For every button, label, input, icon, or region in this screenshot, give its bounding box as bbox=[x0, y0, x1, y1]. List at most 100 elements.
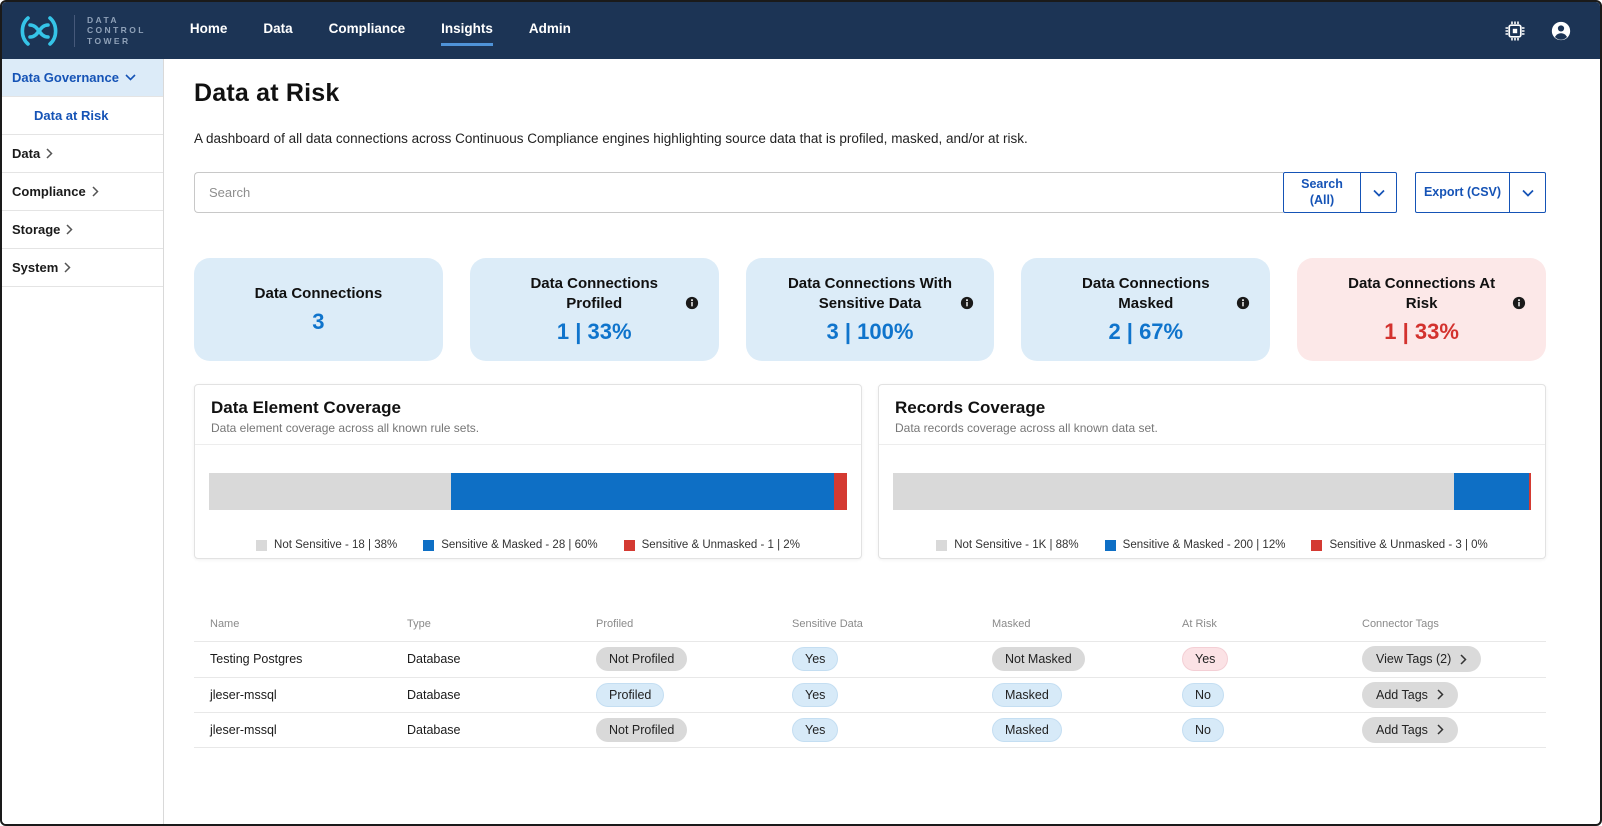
sidebar-item-data-governance[interactable]: Data Governance bbox=[2, 59, 163, 97]
search-input[interactable] bbox=[194, 172, 1283, 213]
cell-sensitive: Yes bbox=[792, 682, 992, 707]
bar-segment-sensitive-unmasked bbox=[1529, 473, 1531, 510]
column-header-connector-tags: Connector Tags bbox=[1362, 618, 1439, 630]
sidebar-item-label: Storage bbox=[12, 222, 61, 237]
cell-masked: Not Masked bbox=[992, 647, 1182, 672]
nav-item-admin[interactable]: Admin bbox=[528, 21, 571, 36]
bar-segment-sensitive-unmasked bbox=[834, 473, 847, 510]
sidebar-item-label: Compliance bbox=[12, 184, 86, 199]
info-icon[interactable] bbox=[1512, 296, 1526, 310]
panel-header: Records Coverage Data records coverage a… bbox=[879, 385, 1545, 445]
nav-item-home[interactable]: Home bbox=[189, 21, 228, 36]
chevron-right-icon bbox=[1437, 689, 1444, 700]
cell-tags: Add Tags bbox=[1362, 716, 1546, 743]
export-csv-button[interactable]: Export (CSV) bbox=[1423, 184, 1502, 199]
stat-card-sensitive-data: Data Connections With Sensitive Data 3 |… bbox=[745, 258, 995, 361]
sidebar-item-data[interactable]: Data bbox=[2, 135, 163, 173]
cell-at-risk: No bbox=[1182, 717, 1362, 742]
legend-label: Sensitive & Unmasked - 3 | 0% bbox=[1329, 539, 1488, 551]
info-icon[interactable] bbox=[1236, 296, 1250, 310]
masked-status-badge: Masked bbox=[992, 717, 1062, 742]
stat-card-data-connections: Data Connections 3 bbox=[194, 258, 443, 361]
cell-tags: Add Tags bbox=[1362, 681, 1546, 708]
main-content: Data at Risk A dashboard of all data con… bbox=[164, 59, 1600, 824]
legend-label: Not Sensitive - 1K | 88% bbox=[954, 539, 1079, 551]
nav-item-compliance[interactable]: Compliance bbox=[328, 21, 406, 36]
bar-segment-not-sensitive bbox=[893, 473, 1455, 510]
sidebar-item-data-at-risk[interactable]: Data at Risk bbox=[2, 97, 163, 135]
panel-subtitle: Data records coverage across all known d… bbox=[895, 421, 1158, 435]
panel-subtitle: Data element coverage across all known r… bbox=[211, 421, 480, 435]
brand-line: DATA bbox=[87, 14, 119, 25]
sidebar: Data Governance Data at Risk Data Compli… bbox=[2, 59, 164, 824]
nav-item-insights[interactable]: Insights bbox=[441, 15, 493, 46]
chevron-right-icon bbox=[1437, 724, 1444, 735]
cell-type: Database bbox=[407, 687, 461, 702]
search-options-dropdown[interactable] bbox=[1360, 173, 1396, 212]
brand-line: TOWER bbox=[87, 35, 131, 46]
cell-at-risk: Yes bbox=[1182, 647, 1362, 672]
column-header-type: Type bbox=[407, 618, 431, 630]
panel-title: Records Coverage bbox=[895, 398, 1046, 417]
legend-swatch-red bbox=[623, 539, 635, 551]
column-header-profiled: Profiled bbox=[596, 618, 634, 630]
sidebar-item-compliance[interactable]: Compliance bbox=[2, 173, 163, 211]
cell-tags: View Tags (2) bbox=[1362, 646, 1546, 673]
top-navbar: DATA CONTROL TOWER Home Data Compliance … bbox=[2, 2, 1600, 59]
sidebar-item-system[interactable]: System bbox=[2, 249, 163, 287]
nav-item-data[interactable]: Data bbox=[263, 21, 293, 36]
bar-segment-not-sensitive bbox=[209, 473, 452, 510]
legend-label: Not Sensitive - 18 | 38% bbox=[274, 539, 398, 551]
add-tags-button[interactable]: Add Tags bbox=[1362, 681, 1458, 708]
chevron-right-icon bbox=[1460, 654, 1467, 665]
cell-sensitive: Yes bbox=[792, 647, 992, 672]
account-icon[interactable] bbox=[1550, 20, 1572, 42]
cell-profiled: Not Profiled bbox=[596, 647, 792, 672]
add-tags-button[interactable]: Add Tags bbox=[1362, 716, 1458, 743]
cell-name: Testing Postgres bbox=[210, 652, 303, 667]
brand-line: CONTROL bbox=[87, 25, 146, 36]
stat-card-connections-masked: Data Connections Masked 2 | 67% bbox=[1021, 258, 1271, 361]
table-row: jleser-mssql Database Profiled Yes Maske… bbox=[194, 676, 1546, 713]
stat-card-title: Data Connections Profiled bbox=[530, 275, 658, 312]
table-header-row: Name Type Profiled Sensitive Data Masked… bbox=[194, 607, 1546, 641]
at-risk-status-badge: No bbox=[1182, 682, 1224, 707]
cell-type: Database bbox=[407, 652, 461, 667]
chart-legend: Not Sensitive - 18 | 38% Sensitive & Mas… bbox=[195, 539, 861, 551]
legend-swatch-blue bbox=[1104, 539, 1116, 551]
info-icon[interactable] bbox=[960, 296, 974, 310]
chip-icon[interactable] bbox=[1504, 20, 1526, 42]
at-risk-status-badge: No bbox=[1182, 717, 1224, 742]
page-title: Data at Risk bbox=[194, 79, 340, 107]
sidebar-item-label: Data bbox=[12, 146, 41, 161]
legend-label: Sensitive & Masked - 200 | 12% bbox=[1122, 539, 1286, 551]
legend-item: Sensitive & Masked - 28 | 60% bbox=[423, 539, 598, 551]
stacked-bar-chart bbox=[893, 473, 1531, 510]
stat-card-connections-profiled: Data Connections Profiled 1 | 33% bbox=[469, 258, 719, 361]
cell-sensitive: Yes bbox=[792, 717, 992, 742]
stacked-bar-chart bbox=[209, 473, 847, 510]
search-all-button[interactable]: Search (All) bbox=[1301, 176, 1343, 207]
chevron-down-icon bbox=[1372, 189, 1385, 197]
cell-masked: Masked bbox=[992, 717, 1182, 742]
export-options-dropdown[interactable] bbox=[1509, 173, 1545, 212]
chevron-right-icon bbox=[46, 148, 53, 159]
navbar-actions bbox=[1504, 20, 1572, 42]
stat-card-title: Data Connections Masked bbox=[1082, 275, 1210, 312]
at-risk-status-badge: Yes bbox=[1182, 647, 1229, 672]
sidebar-item-storage[interactable]: Storage bbox=[2, 211, 163, 249]
info-icon[interactable] bbox=[685, 296, 699, 310]
masked-status-badge: Not Masked bbox=[992, 647, 1085, 672]
column-header-name: Name bbox=[210, 618, 240, 630]
view-tags-button[interactable]: View Tags (2) bbox=[1362, 646, 1482, 673]
cell-name: jleser-mssql bbox=[210, 687, 277, 702]
bar-segment-sensitive-masked bbox=[451, 473, 835, 510]
connections-table: Name Type Profiled Sensitive Data Masked… bbox=[194, 607, 1546, 748]
legend-swatch-gray bbox=[936, 539, 948, 551]
chart-legend: Not Sensitive - 1K | 88% Sensitive & Mas… bbox=[879, 539, 1545, 551]
stat-cards-row: Data Connections 3 Data Connections Prof… bbox=[194, 258, 1546, 361]
stat-card-value: 3 bbox=[312, 309, 325, 335]
cell-name: jleser-mssql bbox=[210, 722, 277, 737]
tag-button-label: Add Tags bbox=[1376, 687, 1428, 702]
legend-swatch-blue bbox=[423, 539, 435, 551]
